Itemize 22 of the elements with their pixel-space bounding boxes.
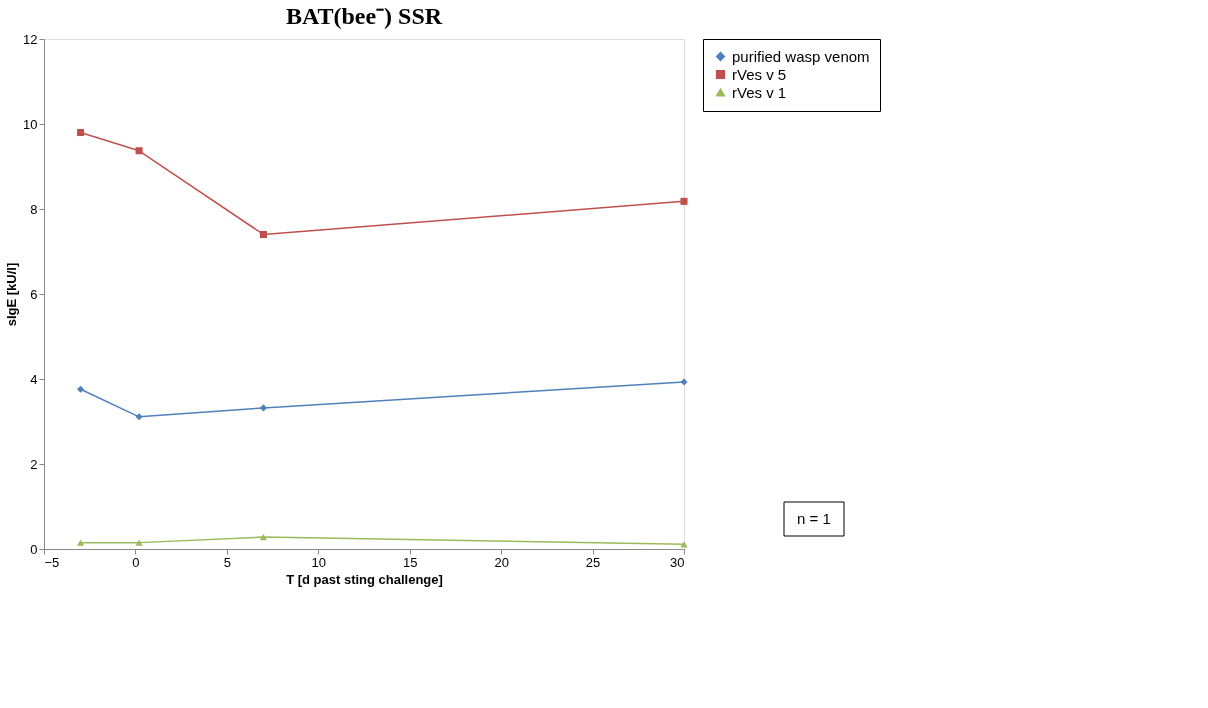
- text: n = 1: [797, 510, 831, 527]
- y-tick-label: 0: [30, 541, 38, 557]
- x-tick-label: 10: [311, 554, 327, 570]
- y-axis-title: sIgE [kU/l]: [4, 262, 20, 327]
- y-tick-label: 12: [23, 31, 38, 47]
- y-tick-label: 8: [30, 201, 38, 217]
- x-tick-label: −5: [44, 554, 60, 570]
- x-tick-label: 20: [494, 554, 509, 570]
- x-tick-label: 30: [670, 554, 685, 570]
- chart-title: BAT(bee⁻) SSR: [285, 3, 443, 29]
- legend-label: rVes v 5: [732, 65, 787, 83]
- y-tick-label: 10: [23, 116, 38, 132]
- x-tick-label: 25: [585, 554, 601, 570]
- y-tick-label: 6: [30, 286, 38, 302]
- x-axis-title: T [d past sting challenge]: [286, 571, 443, 587]
- x-tick-label: 5: [223, 554, 231, 570]
- x-tick-label: 0: [132, 554, 140, 570]
- y-tick-label: 2: [30, 456, 38, 472]
- legend-label: purified wasp venom: [732, 47, 870, 65]
- x-tick-label: 15: [402, 554, 418, 570]
- legend-label: rVes v 1: [732, 83, 787, 101]
- y-tick-label: 4: [30, 371, 38, 387]
